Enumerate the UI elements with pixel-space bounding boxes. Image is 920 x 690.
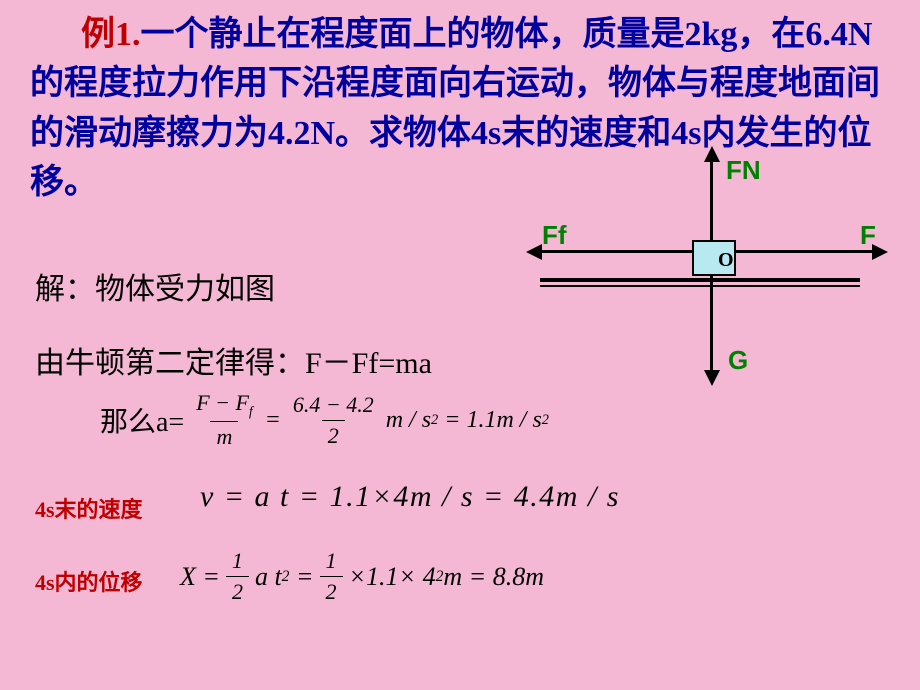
then-label: 那么a= xyxy=(100,400,184,440)
example-number: 例1. xyxy=(81,16,141,53)
label-displacement-4s: 4s内的位移 xyxy=(35,565,143,597)
equation-velocity: v = a t = 1.1×4m / s = 4.4m / s xyxy=(200,480,620,514)
ground-line-1 xyxy=(540,278,860,282)
arrow-left-icon xyxy=(526,244,542,260)
fraction-half-1: 12 xyxy=(226,548,249,605)
arrow-up-icon xyxy=(704,146,720,162)
equation-acceleration: 那么a= F − Ff m = 6.4 − 4.2 2 m / s2 = 1.1… xyxy=(100,390,549,450)
fraction-half-2: 12 xyxy=(320,548,343,605)
free-body-diagram: O FN Ff F G xyxy=(530,150,890,390)
force-applied-label: F xyxy=(860,220,876,251)
force-gravity-label: G xyxy=(728,345,748,376)
solution-line-1: 解：物体受力如图 xyxy=(35,264,275,308)
equation-displacement: X = 12 a t2 = 12 ×1.1× 42m = 8.8m xyxy=(180,548,544,605)
origin-label: O xyxy=(718,249,734,272)
label-velocity-4s: 4s末的速度 xyxy=(35,492,143,524)
force-normal-label: FN xyxy=(726,155,761,186)
ground-line-2 xyxy=(540,285,860,287)
solution-line-2: 由牛顿第二定律得：F－Ff=ma xyxy=(35,338,432,382)
fraction-symbolic: F − Ff m xyxy=(190,390,258,450)
arrow-down-icon xyxy=(704,370,720,386)
fraction-numeric: 6.4 − 4.2 2 xyxy=(287,392,380,449)
force-friction-label: Ff xyxy=(542,220,567,251)
